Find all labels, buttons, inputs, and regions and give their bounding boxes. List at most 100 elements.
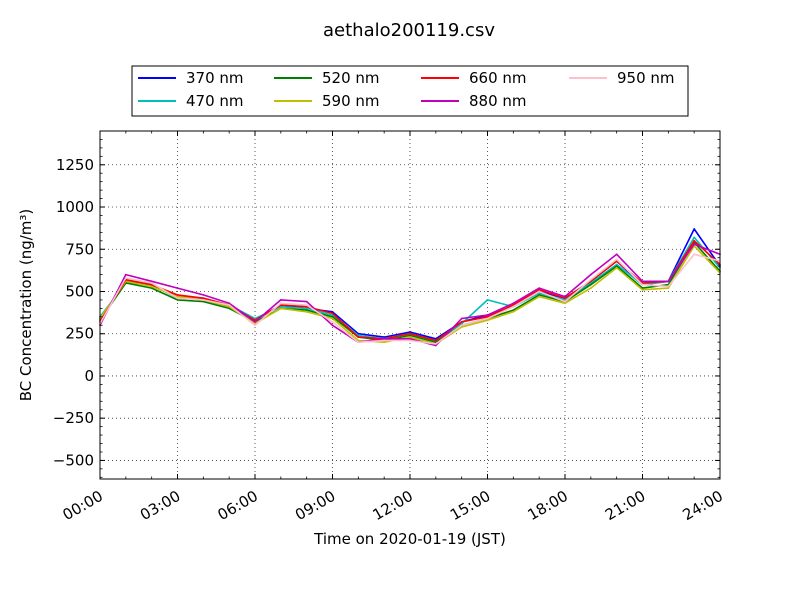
data-point: [331, 317, 334, 320]
y-tick-label: 500: [65, 282, 94, 300]
x-tick-label: 24:00: [680, 487, 726, 524]
data-point: [615, 265, 618, 267]
data-point: [254, 324, 256, 327]
data-point: [667, 285, 670, 288]
y-tick-label: 250: [65, 325, 94, 343]
data-point: [486, 314, 489, 316]
y-tick-label: 0: [84, 367, 94, 385]
data-point: [434, 344, 437, 347]
data-point: [589, 278, 592, 281]
data-point: [460, 321, 463, 323]
data-point: [589, 283, 592, 286]
data-point: [383, 337, 386, 340]
data-point: [202, 300, 205, 303]
data-point: [641, 283, 644, 286]
data-point: [383, 339, 386, 342]
data-point: [512, 305, 515, 308]
grid-lines: [100, 131, 720, 479]
data-point: [254, 317, 256, 320]
legend-label: 520 nm: [322, 69, 380, 87]
legend-box: [131, 65, 689, 117]
plot-area: 00:00 03:00 06:00 09:00 12:00 15:00 18:00 21:00…: [53, 130, 726, 524]
data-point: [693, 243, 696, 246]
data-point: [124, 277, 127, 279]
data-point: [693, 253, 696, 256]
data-point: [409, 332, 411, 335]
data-point: [615, 253, 618, 256]
data-point: [202, 294, 205, 296]
data-point: [512, 309, 515, 311]
data-point: [460, 317, 463, 320]
legend-label: 950 nm: [617, 69, 675, 87]
data-point: [589, 273, 592, 276]
chart-title: aethalo200119.csv: [323, 20, 495, 41]
x-tick-label: 03:00: [137, 487, 183, 524]
data-point: [641, 288, 644, 291]
y-tick-label: −500: [53, 451, 94, 469]
data-point: [176, 297, 179, 300]
data-point: [305, 310, 308, 313]
data-point: [409, 339, 411, 342]
legend-label: 660 nm: [469, 69, 527, 87]
data-point: [331, 324, 334, 327]
data-point: [305, 304, 308, 306]
x-tick-label: 18:00: [525, 487, 571, 524]
legend-label: 590 nm: [322, 92, 380, 110]
y-tick-label: −250: [53, 409, 94, 427]
data-point: [409, 334, 411, 337]
data-point: [512, 304, 515, 306]
data-point: [538, 294, 541, 296]
data-point: [434, 339, 437, 342]
data-point: [615, 266, 618, 269]
data-point: [305, 307, 308, 310]
data-point: [486, 299, 489, 301]
data-point: [150, 283, 153, 286]
data-point: [279, 307, 282, 310]
data-point: [667, 280, 670, 283]
data-point: [279, 299, 282, 301]
x-tick-label: 12:00: [370, 487, 416, 524]
legend-label: 880 nm: [469, 92, 527, 110]
data-point: [150, 282, 153, 284]
data-point: [538, 295, 541, 298]
data-point: [176, 299, 179, 301]
data-point: [693, 228, 696, 230]
data-point: [150, 285, 153, 288]
data-point: [615, 258, 618, 261]
data-point: [460, 324, 463, 327]
data-point: [409, 331, 411, 333]
y-tick-label: 1000: [56, 198, 94, 216]
data-point: [486, 319, 489, 322]
legend-items: 370 nm 470 nm 520 nm 590 nm 660 nm 880 nm 950 …: [138, 69, 675, 110]
data-point: [331, 321, 334, 323]
y-tick-label: 750: [65, 240, 94, 258]
data-point: [434, 343, 437, 345]
data-point: [538, 288, 541, 291]
x-tick-label: 15:00: [447, 487, 493, 524]
x-tick-label: 06:00: [215, 487, 261, 524]
data-point: [357, 341, 360, 344]
data-point: [564, 302, 566, 305]
data-point: [383, 336, 386, 338]
legend: 370 nm 470 nm 520 nm 590 nm 660 nm 880 nm 950 …: [131, 65, 689, 117]
legend-label: 370 nm: [186, 69, 244, 87]
data-point: [176, 294, 179, 296]
data-point: [693, 239, 696, 242]
data-point: [202, 299, 205, 301]
data-point: [641, 280, 644, 283]
data-point: [124, 273, 127, 276]
x-tick-label: 09:00: [292, 487, 338, 524]
data-point: [512, 310, 515, 313]
data-point: [512, 302, 515, 305]
data-point: [667, 287, 670, 289]
x-tick-label: 00:00: [60, 487, 106, 524]
data-point: [615, 263, 618, 266]
y-tick-label: 1250: [56, 156, 94, 174]
data-point: [150, 280, 153, 283]
data-point: [538, 290, 541, 293]
data-point: [176, 287, 179, 289]
data-point: [228, 304, 231, 306]
data-point: [305, 300, 308, 303]
